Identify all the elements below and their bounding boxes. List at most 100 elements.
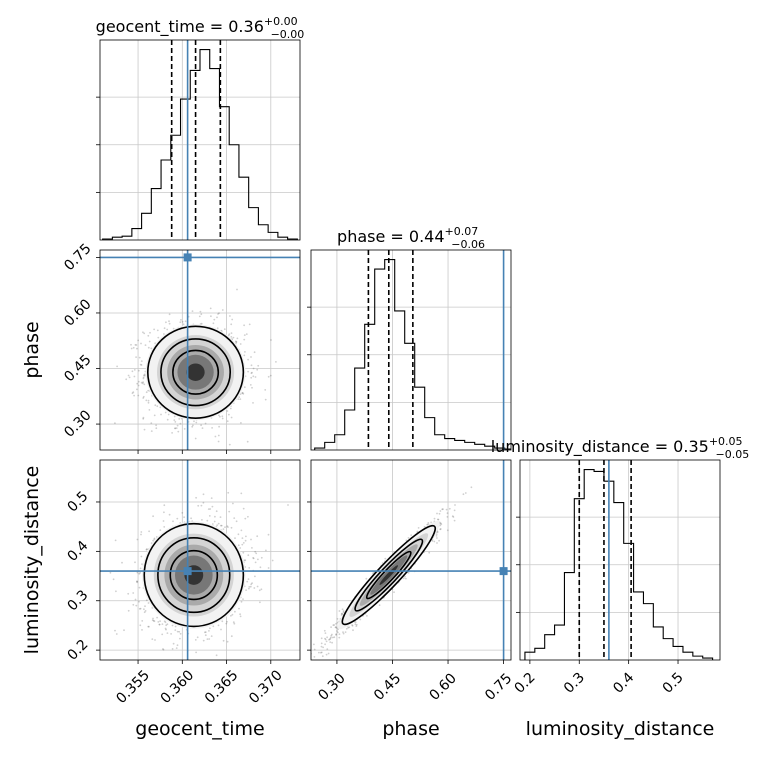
- x-tick-label: 0.75: [482, 670, 515, 703]
- sample-point: [255, 552, 258, 555]
- sample-point: [163, 504, 166, 507]
- sample-point: [172, 520, 174, 523]
- sample-point: [136, 388, 138, 391]
- sample-point: [176, 644, 179, 647]
- sample-point: [325, 640, 328, 643]
- sample-point: [170, 633, 173, 635]
- sample-point: [242, 598, 244, 600]
- sample-point: [140, 342, 142, 345]
- sample-point: [222, 639, 225, 642]
- sample-point: [136, 382, 139, 385]
- sample-point: [439, 524, 442, 527]
- sample-point: [445, 508, 448, 511]
- sample-point: [157, 336, 160, 339]
- sample-point: [142, 381, 145, 384]
- sample-point: [163, 511, 165, 514]
- axes-frame: [99, 249, 301, 451]
- sample-point: [202, 493, 205, 496]
- sample-point: [256, 535, 259, 538]
- sample-point: [320, 642, 323, 645]
- sample-point: [202, 501, 205, 504]
- sample-point: [174, 427, 176, 430]
- sample-point: [149, 331, 151, 334]
- sample-point: [404, 575, 406, 578]
- contour-line: [157, 537, 231, 614]
- y-axis-label-phase: phase: [21, 321, 43, 378]
- sample-point: [131, 392, 134, 395]
- sample-point: [138, 356, 141, 359]
- sample-point: [150, 422, 153, 424]
- sample-point: [433, 517, 436, 520]
- sample-point: [221, 309, 224, 311]
- sample-point: [214, 435, 217, 438]
- x-axis-label-geocent_time: geocent_time: [135, 718, 264, 740]
- sample-point: [327, 652, 330, 655]
- sample-point: [267, 375, 270, 378]
- sample-point: [335, 626, 337, 628]
- sample-point: [210, 315, 212, 318]
- sample-point: [228, 510, 231, 513]
- sample-point: [195, 496, 198, 499]
- sample-point: [348, 626, 351, 629]
- sample-point: [175, 647, 178, 649]
- sample-point: [326, 648, 329, 650]
- sample-point: [156, 472, 158, 474]
- sample-point: [190, 517, 193, 520]
- sample-point: [138, 608, 141, 610]
- sample-point: [218, 425, 221, 428]
- sample-point: [200, 313, 203, 316]
- sample-point: [231, 318, 234, 321]
- sample-point: [162, 648, 164, 650]
- sample-point: [439, 528, 442, 531]
- sample-point: [209, 627, 211, 630]
- sample-point: [252, 375, 255, 378]
- sample-point: [139, 567, 142, 570]
- sample-point: [156, 616, 159, 619]
- sample-point: [229, 407, 232, 410]
- sample-point: [199, 310, 202, 313]
- sample-point: [161, 623, 164, 625]
- sample-point: [256, 368, 259, 371]
- sample-point: [191, 425, 194, 428]
- sample-point: [462, 493, 465, 496]
- sample-point: [331, 641, 333, 644]
- sample-point: [258, 589, 261, 592]
- sample-point: [230, 336, 233, 338]
- sample-point: [145, 548, 148, 551]
- sample-point: [174, 629, 177, 631]
- sample-point: [138, 586, 141, 589]
- sample-point: [166, 418, 169, 421]
- sample-point: [226, 640, 229, 643]
- sample-point: [240, 600, 243, 603]
- contour-line: [169, 549, 219, 601]
- sample-point: [322, 646, 324, 649]
- sample-point: [133, 375, 136, 378]
- sample-point: [342, 631, 344, 633]
- sample-point: [247, 358, 250, 361]
- sample-point: [238, 607, 240, 610]
- sample-point: [200, 424, 203, 427]
- sample-point: [217, 624, 220, 627]
- sample-point: [238, 396, 241, 398]
- sample-point: [372, 572, 374, 575]
- sample-point: [150, 347, 153, 350]
- sample-point: [148, 409, 151, 411]
- sample-point: [239, 547, 242, 549]
- sample-point: [179, 632, 182, 635]
- sample-point: [145, 399, 148, 402]
- sample-point: [320, 651, 322, 654]
- sample-point: [141, 629, 143, 631]
- sample-point: [326, 636, 328, 639]
- sample-point: [378, 604, 381, 607]
- sample-point: [132, 592, 135, 594]
- sample-point: [204, 634, 207, 637]
- sample-point: [148, 340, 151, 343]
- sample-point: [114, 422, 116, 424]
- sample-point: [176, 424, 179, 427]
- sample-point: [176, 517, 179, 520]
- contour-line: [341, 524, 437, 626]
- sample-point: [136, 581, 139, 584]
- sample-point: [239, 615, 242, 618]
- sample-point: [240, 492, 243, 495]
- sample-point: [245, 333, 248, 335]
